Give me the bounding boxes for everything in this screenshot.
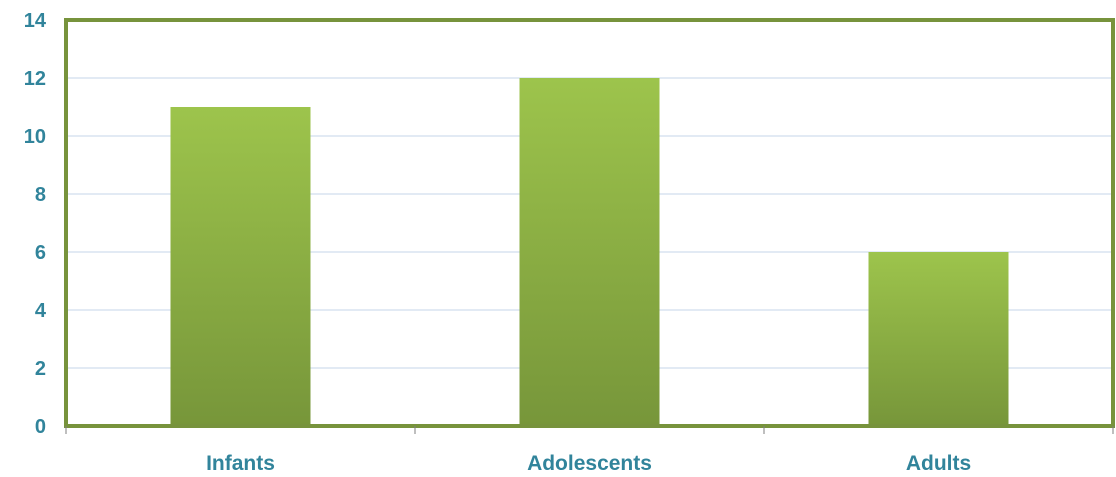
x-category-label: Adults <box>906 452 971 475</box>
x-category-label: Infants <box>206 452 275 475</box>
plot-area-border <box>64 18 1115 428</box>
y-axis-tick-labels: 0 2 4 6 8 10 12 14 <box>24 10 47 438</box>
y-tick-label: 0 <box>35 416 46 438</box>
y-tick-label: 12 <box>24 68 46 90</box>
y-tick-label: 4 <box>35 300 47 322</box>
y-tick-label: 8 <box>35 184 46 206</box>
bar-infants <box>170 107 311 426</box>
y-tick-label: 6 <box>35 242 46 264</box>
y-tick-label: 14 <box>24 10 47 32</box>
x-axis-category-labels: Infants Adolescents Adults <box>206 452 971 475</box>
bars <box>170 78 1009 426</box>
bar-adults <box>868 252 1009 426</box>
y-tick-label: 10 <box>24 126 46 148</box>
x-axis-ticks <box>65 426 1114 434</box>
x-category-label: Adolescents <box>527 452 652 475</box>
y-tick-label: 2 <box>35 358 46 380</box>
bar-adolescents <box>519 78 660 426</box>
